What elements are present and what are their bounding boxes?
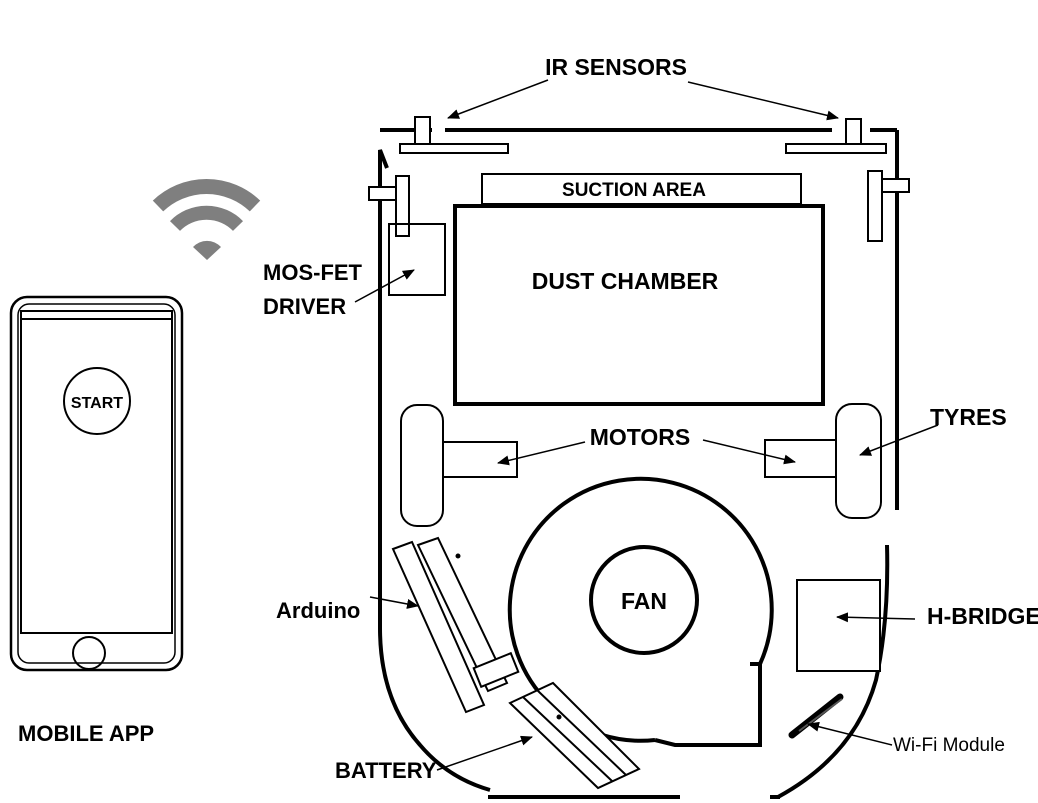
wifi-module-arrow: [807, 721, 893, 746]
h-bridge-label: H-BRIDGE: [927, 603, 1038, 629]
battery-label: BATTERY: [335, 758, 437, 783]
suction-area: SUCTION AREA: [481, 173, 802, 205]
dust-chamber: DUST CHAMBER: [453, 204, 825, 406]
phone-home-button: [72, 636, 106, 670]
wifi-module: [788, 693, 844, 739]
mosfet-driver-box: [388, 223, 446, 296]
motor-left: [442, 441, 518, 478]
fan: FAN: [589, 545, 699, 655]
robot-body-outline: [378, 128, 899, 799]
mobile-app-caption: MOBILE APP: [18, 721, 154, 746]
h-bridge-box: [796, 579, 881, 672]
battery: [508, 681, 641, 790]
phone-screen: [20, 310, 173, 634]
motor-right: [764, 439, 837, 478]
start-button-label: START: [71, 395, 123, 412]
motors-arrow-right: [702, 439, 796, 465]
ir-sensor-top-right: [785, 118, 887, 154]
ir-sensors-label: IR SENSORS: [545, 54, 687, 80]
motors-arrow-left: [497, 441, 586, 466]
suction-area-label: SUCTION AREA: [562, 180, 706, 201]
wifi-icon: [152, 178, 261, 260]
arduino-arrow: [369, 596, 419, 609]
mosfet-arrow: [354, 269, 415, 303]
dust-chamber-label: DUST CHAMBER: [532, 268, 719, 294]
ir-sensors-arrow-right: [687, 81, 839, 121]
battery-arrow: [436, 735, 533, 771]
motors-label: MOTORS: [590, 424, 691, 450]
ir-sensor-top-left: [399, 116, 509, 154]
arduino-board: [391, 536, 520, 714]
h-bridge-arrow: [836, 612, 916, 623]
start-button[interactable]: START: [63, 367, 131, 435]
arduino-label: Arduino: [276, 598, 360, 623]
mobile-phone: [9, 295, 184, 672]
tyre-left: [400, 404, 444, 527]
ir-sensor-side-right: [867, 170, 910, 242]
tyre-right: [835, 403, 882, 519]
mosfet-label-line1: MOS-FET: [263, 260, 363, 285]
ir-sensors-arrow-left: [447, 79, 549, 119]
tyres-arrow: [859, 424, 939, 456]
fan-label: FAN: [621, 588, 667, 614]
wifi-module-label: Wi-Fi Module: [893, 735, 1005, 756]
ir-sensor-side-left: [368, 175, 410, 237]
mosfet-label-line2: DRIVER: [263, 294, 346, 319]
tyres-label: TYRES: [930, 404, 1007, 430]
